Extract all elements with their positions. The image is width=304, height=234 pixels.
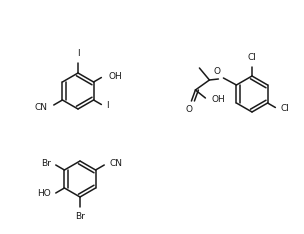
Text: OH: OH [109, 72, 122, 81]
Text: I: I [77, 49, 79, 58]
Text: CN: CN [35, 102, 48, 111]
Text: Cl: Cl [247, 53, 257, 62]
Text: I: I [106, 101, 109, 110]
Text: O: O [213, 67, 220, 76]
Text: O: O [186, 105, 193, 114]
Text: HO: HO [37, 189, 51, 197]
Text: Br: Br [75, 212, 85, 221]
Text: OH: OH [211, 95, 225, 105]
Text: Cl: Cl [280, 104, 289, 113]
Text: Br: Br [41, 160, 51, 168]
Text: CN: CN [109, 160, 122, 168]
